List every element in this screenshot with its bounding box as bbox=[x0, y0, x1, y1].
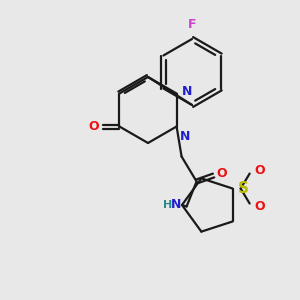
Text: N: N bbox=[180, 130, 190, 142]
Text: H: H bbox=[163, 200, 172, 209]
Text: O: O bbox=[89, 120, 99, 133]
Text: O: O bbox=[217, 167, 227, 180]
Text: N: N bbox=[182, 85, 192, 98]
Text: O: O bbox=[255, 164, 265, 177]
Text: N: N bbox=[171, 198, 182, 211]
Text: F: F bbox=[188, 18, 196, 31]
Text: S: S bbox=[238, 181, 249, 196]
Text: O: O bbox=[255, 200, 265, 213]
